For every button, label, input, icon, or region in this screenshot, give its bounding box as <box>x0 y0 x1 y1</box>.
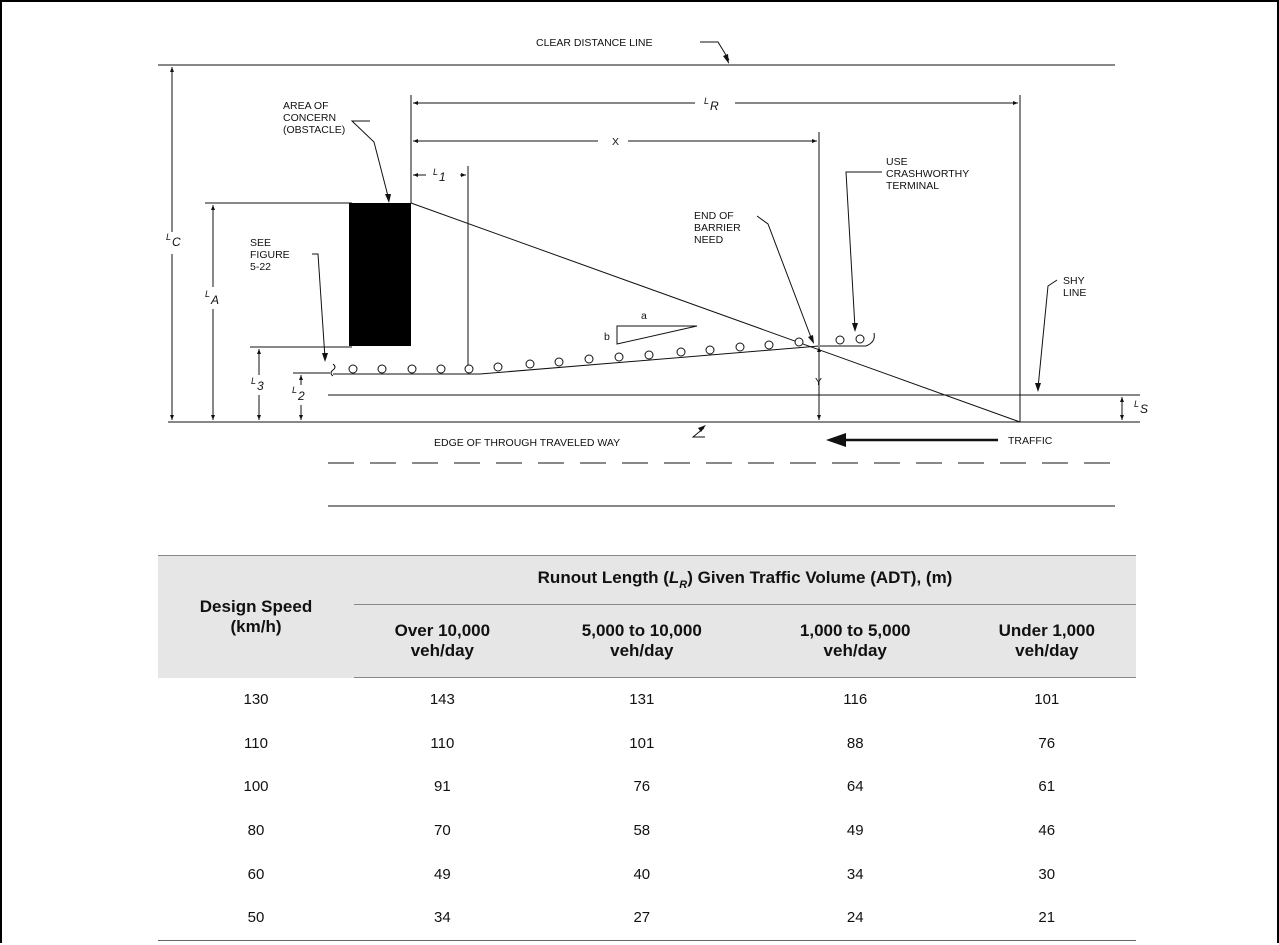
column-header-5000-10000: 5,000 to 10,000 veh/day <box>530 604 753 678</box>
table-cell: 34 <box>434 909 451 927</box>
table-cell: 143 <box>429 691 455 709</box>
barrier-post <box>584 354 594 364</box>
table-cell: 130 <box>243 691 269 709</box>
l2-symbol: L2 <box>292 385 305 403</box>
la-symbol: LA <box>205 289 219 307</box>
barrier-line <box>333 345 866 375</box>
lc-symbol: LC <box>166 232 181 249</box>
table-cell: 110 <box>244 734 268 752</box>
table-cell: 24 <box>846 909 864 927</box>
barrier-post <box>493 362 503 372</box>
table-row: 110 110 101 88 76 <box>158 722 1136 766</box>
table-cell: 64 <box>846 778 864 796</box>
see-figure-label-2: FIGURE <box>250 249 290 261</box>
ls-symbol: LS <box>1134 399 1148 416</box>
table-row: 50 34 27 24 21 <box>158 896 1136 940</box>
area-of-concern-label-3: (OBSTACLE) <box>283 124 345 136</box>
crashworthy-terminal-label: USE <box>886 156 908 168</box>
table-cell: 49 <box>846 822 864 840</box>
break-symbol <box>330 363 336 377</box>
obstacle-block <box>349 203 411 346</box>
barrier-post <box>835 335 845 345</box>
lr-symbol: LR <box>704 96 719 113</box>
table-cell: 46 <box>1038 822 1056 840</box>
table-cell: 60 <box>247 865 265 883</box>
table-cell: 88 <box>846 734 864 752</box>
barrier-post <box>554 357 564 367</box>
table-cell: 61 <box>1038 778 1056 796</box>
table-cell: 101 <box>1034 691 1060 709</box>
y-label: Y <box>815 376 822 388</box>
barrier-layout-diagram: CLEAR DISTANCE LINE AREA OF CONCERN (OBS… <box>158 37 1148 507</box>
end-of-barrier-need-label-2: BARRIER <box>694 222 741 234</box>
flare-a-label: a <box>641 310 647 322</box>
traffic-label: TRAFFIC <box>1008 435 1053 447</box>
crashworthy-terminal-label-3: TERMINAL <box>886 180 939 192</box>
table-cell: 131 <box>629 691 655 709</box>
table-cell: 27 <box>633 909 651 927</box>
table-row: 100 91 76 64 61 <box>158 765 1136 809</box>
barrier-post <box>614 352 624 362</box>
table-row: 80 70 58 49 46 <box>158 809 1136 853</box>
runout-length-group-header: Runout Length (LR) Given Traffic Volume … <box>354 555 1136 605</box>
runout-line <box>410 202 1021 423</box>
barrier-post <box>644 350 654 360</box>
column-header-1000-5000: 1,000 to 5,000 veh/day <box>752 604 958 678</box>
l3-symbol: L3 <box>251 376 264 393</box>
column-header-over-10000: Over 10,000 veh/day <box>354 604 531 678</box>
table-cell: 21 <box>1038 909 1056 927</box>
barrier-post <box>407 364 417 374</box>
table-row: 60 49 40 34 30 <box>158 852 1136 896</box>
runout-length-table: Design Speed (km/h) Runout Length (LR) Gi… <box>158 555 1136 941</box>
barrier-post <box>735 342 745 352</box>
end-of-barrier-need-label-3: NEED <box>694 234 724 246</box>
barrier-post <box>348 364 358 374</box>
table-cell: 49 <box>434 865 451 883</box>
table-cell: 40 <box>633 865 651 883</box>
clear-distance-line-label: CLEAR DISTANCE LINE <box>536 37 653 49</box>
barrier-post <box>377 364 387 374</box>
table-cell: 70 <box>434 822 451 840</box>
table-cell: 50 <box>247 909 265 927</box>
end-of-barrier-need-label: END OF <box>694 210 734 222</box>
shy-line-label: SHY <box>1063 275 1085 287</box>
flare-b-label: b <box>604 331 610 343</box>
column-header-under-1000: Under 1,000 veh/day <box>957 604 1136 678</box>
table-cell: 76 <box>1038 734 1056 752</box>
table-cell: 80 <box>247 822 265 840</box>
barrier-post <box>464 364 474 374</box>
table-row: 130 143 131 116 101 <box>158 678 1136 722</box>
design-speed-header: Design Speed (km/h) <box>199 596 313 636</box>
barrier-post <box>855 334 865 344</box>
barrier-post <box>794 337 804 347</box>
flare-rate-triangle <box>616 325 698 345</box>
see-figure-label: SEE <box>250 237 271 249</box>
table-cell: 110 <box>430 734 455 752</box>
table-cell: 91 <box>434 778 451 796</box>
barrier-post <box>676 347 686 357</box>
area-of-concern-label: AREA OF <box>283 100 329 112</box>
table-cell: 58 <box>633 822 651 840</box>
table-cell: 101 <box>629 734 655 752</box>
table-cell: 30 <box>1038 865 1056 883</box>
area-of-concern-label-2: CONCERN <box>283 112 336 124</box>
barrier-posts <box>348 334 865 374</box>
x-symbol-label: X <box>612 136 619 148</box>
barrier-post <box>525 359 535 369</box>
table-cell: 116 <box>843 691 868 709</box>
table-cell: 76 <box>633 778 651 796</box>
see-figure-label-3: 5-22 <box>250 261 271 273</box>
barrier-post <box>436 364 446 374</box>
table-cell: 100 <box>243 778 269 796</box>
barrier-post <box>764 340 774 350</box>
shy-line-label-2: LINE <box>1063 287 1086 299</box>
barrier-post <box>705 345 715 355</box>
edge-of-traveled-way-label: EDGE OF THROUGH TRAVELED WAY <box>434 437 620 449</box>
table-cell: 34 <box>846 865 864 883</box>
crashworthy-terminal-label-2: CRASHWORTHY <box>886 168 969 180</box>
l1-symbol: L1 <box>433 167 446 184</box>
